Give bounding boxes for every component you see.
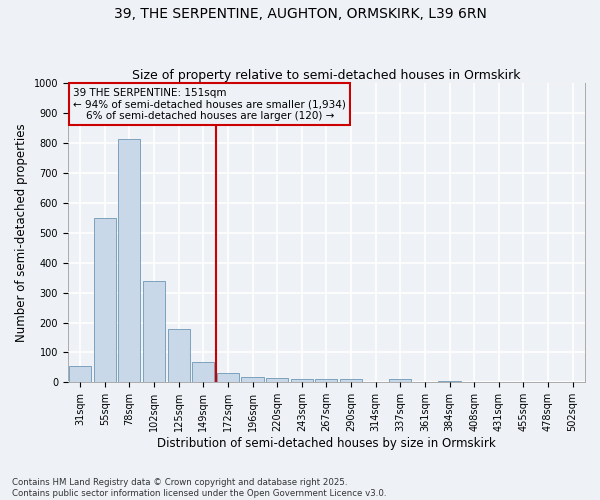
Bar [340, 380, 362, 382]
Y-axis label: Number of semi-detached properties: Number of semi-detached properties [15, 124, 28, 342]
Bar [316, 379, 337, 382]
Bar [290, 379, 313, 382]
Bar [118, 138, 140, 382]
Bar [266, 378, 288, 382]
Text: 39 THE SERPENTINE: 151sqm
← 94% of semi-detached houses are smaller (1,934)
    : 39 THE SERPENTINE: 151sqm ← 94% of semi-… [73, 88, 346, 121]
Bar [241, 377, 263, 382]
Bar [69, 366, 91, 382]
X-axis label: Distribution of semi-detached houses by size in Ormskirk: Distribution of semi-detached houses by … [157, 437, 496, 450]
Bar [192, 362, 214, 382]
Bar [439, 381, 461, 382]
Text: Contains HM Land Registry data © Crown copyright and database right 2025.
Contai: Contains HM Land Registry data © Crown c… [12, 478, 386, 498]
Bar [389, 380, 412, 382]
Bar [143, 280, 165, 382]
Bar [217, 373, 239, 382]
Bar [94, 218, 116, 382]
Title: Size of property relative to semi-detached houses in Ormskirk: Size of property relative to semi-detach… [132, 69, 521, 82]
Bar [167, 329, 190, 382]
Text: 39, THE SERPENTINE, AUGHTON, ORMSKIRK, L39 6RN: 39, THE SERPENTINE, AUGHTON, ORMSKIRK, L… [113, 8, 487, 22]
